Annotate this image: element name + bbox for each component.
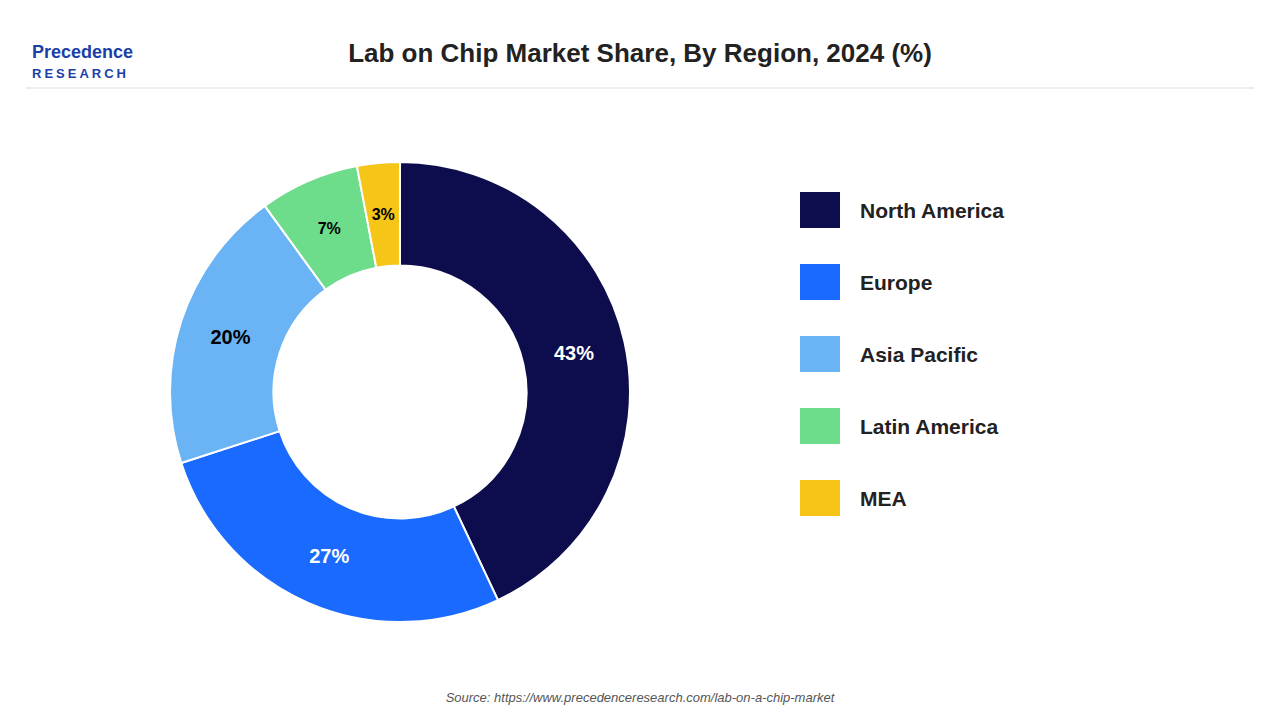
- slices: [170, 162, 630, 622]
- legend-swatch: [800, 192, 840, 228]
- legend-swatch: [800, 480, 840, 516]
- legend-label: MEA: [860, 487, 907, 510]
- legend-label: Europe: [860, 271, 932, 294]
- legend-label: North America: [860, 199, 1004, 222]
- data-label: 43%: [554, 342, 594, 364]
- logo-line-2: RESEARCH: [32, 66, 129, 81]
- data-labels: 43% 27% 20% 7% 3%: [210, 206, 594, 567]
- legend-item: Latin America: [800, 408, 998, 444]
- legend-swatch: [800, 336, 840, 372]
- legend-swatch: [800, 408, 840, 444]
- legend-swatch: [800, 264, 840, 300]
- chart: Lab on Chip Market Share, By Region, 202…: [0, 0, 1280, 720]
- legend: North America Europe Asia Pacific Latin Ame…: [800, 192, 1004, 516]
- slice: [357, 162, 400, 268]
- legend-item: Asia Pacific: [800, 336, 978, 372]
- data-label: 27%: [309, 545, 349, 567]
- title-rule: [26, 88, 1254, 89]
- legend-item: North America: [800, 192, 1004, 228]
- logo-line-1: Precedence: [32, 42, 133, 62]
- data-label: 3%: [372, 206, 395, 223]
- title: Lab on Chip Market Share, By Region, 202…: [348, 38, 932, 68]
- legend-label: Latin America: [860, 415, 998, 438]
- legend-item: Europe: [800, 264, 932, 300]
- slice: [181, 431, 498, 622]
- source: Source: https://www.precedenceresearch.c…: [446, 690, 836, 705]
- data-label: 20%: [210, 326, 250, 348]
- legend-label: Asia Pacific: [860, 343, 978, 366]
- legend-item: MEA: [800, 480, 907, 516]
- data-label: 7%: [318, 220, 341, 237]
